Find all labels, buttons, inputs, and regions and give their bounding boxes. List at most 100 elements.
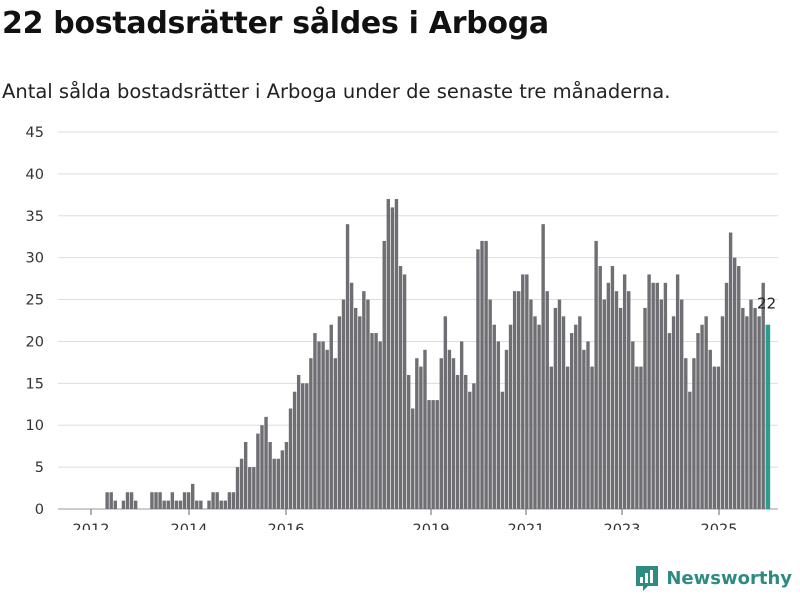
bar bbox=[492, 324, 496, 509]
bar bbox=[231, 492, 236, 509]
bar bbox=[317, 341, 321, 509]
bar bbox=[675, 274, 680, 509]
bar bbox=[468, 391, 472, 509]
bar bbox=[692, 358, 696, 509]
bar bbox=[451, 358, 456, 509]
bar bbox=[292, 391, 297, 509]
bar bbox=[150, 492, 154, 509]
y-tick-label: 45 bbox=[26, 125, 44, 141]
bar bbox=[313, 333, 317, 509]
bar bbox=[757, 316, 761, 509]
bar bbox=[724, 282, 729, 509]
bar bbox=[639, 366, 643, 509]
bar bbox=[643, 307, 647, 509]
bar bbox=[423, 349, 427, 509]
bar bbox=[627, 291, 631, 509]
bar bbox=[614, 291, 619, 509]
bar bbox=[472, 383, 476, 509]
bar bbox=[696, 333, 700, 509]
y-axis: 0 5 10 15 20 25 30 35 40 45 bbox=[26, 125, 44, 518]
bar bbox=[427, 400, 431, 509]
x-tick-label: 2023 bbox=[604, 522, 641, 530]
bar bbox=[667, 333, 672, 509]
annotations: 22 bbox=[757, 295, 776, 313]
bar bbox=[415, 358, 419, 509]
bar bbox=[223, 500, 227, 509]
bar bbox=[753, 307, 757, 509]
bar bbox=[533, 316, 537, 509]
bar bbox=[305, 383, 309, 509]
bar bbox=[659, 299, 664, 509]
bar bbox=[121, 500, 126, 509]
bar bbox=[443, 316, 448, 509]
bar bbox=[288, 408, 293, 509]
bar bbox=[252, 467, 256, 509]
bar bbox=[431, 400, 435, 509]
bar bbox=[578, 316, 582, 509]
bar bbox=[745, 316, 749, 509]
bar bbox=[182, 492, 187, 509]
bar bbox=[370, 333, 374, 509]
bar bbox=[394, 199, 399, 509]
bar bbox=[264, 416, 268, 509]
bar bbox=[411, 408, 415, 509]
bar bbox=[447, 349, 452, 509]
bar bbox=[732, 257, 737, 509]
bar bbox=[500, 391, 505, 509]
brand-logo: Newsworthy bbox=[634, 564, 792, 592]
bar bbox=[129, 492, 134, 509]
brand-name: Newsworthy bbox=[666, 567, 792, 589]
bar bbox=[158, 492, 162, 509]
bar bbox=[610, 266, 615, 509]
bar bbox=[301, 383, 305, 509]
bar bbox=[374, 333, 378, 509]
bar bbox=[354, 307, 358, 509]
bar bbox=[741, 307, 745, 509]
bar bbox=[272, 458, 276, 509]
bar bbox=[133, 500, 138, 509]
bar bbox=[337, 316, 342, 509]
bar bbox=[569, 333, 574, 509]
bar-series bbox=[105, 199, 771, 510]
y-tick-label: 15 bbox=[26, 376, 44, 392]
bar bbox=[557, 299, 562, 509]
bar bbox=[419, 366, 423, 509]
bar bbox=[341, 299, 346, 509]
bar bbox=[541, 224, 545, 509]
bar bbox=[186, 492, 191, 509]
bar bbox=[215, 492, 219, 509]
bar bbox=[235, 467, 240, 509]
bar bbox=[154, 492, 158, 509]
bar bbox=[561, 316, 566, 509]
y-tick-label: 10 bbox=[26, 418, 44, 434]
bar bbox=[504, 349, 509, 509]
y-tick-label: 0 bbox=[35, 502, 44, 518]
chart-title: 22 bostadsrätter såldes i Arboga bbox=[2, 6, 549, 41]
bar bbox=[574, 324, 578, 509]
y-tick-label: 35 bbox=[26, 209, 44, 225]
bar bbox=[712, 366, 716, 509]
bar bbox=[549, 366, 553, 509]
bar bbox=[545, 291, 549, 509]
y-tick-label: 20 bbox=[26, 334, 44, 350]
bar bbox=[582, 349, 586, 509]
bar bbox=[345, 224, 350, 509]
bar bbox=[170, 492, 175, 509]
bar bbox=[476, 249, 480, 510]
bar bbox=[178, 500, 183, 509]
bar bbox=[537, 324, 541, 509]
bar bbox=[647, 274, 651, 509]
bar bbox=[284, 441, 289, 509]
bar bbox=[309, 358, 313, 509]
bar bbox=[459, 341, 464, 509]
bar bbox=[366, 299, 370, 509]
bar bbox=[125, 492, 130, 509]
x-tick-label: 2016 bbox=[268, 522, 305, 530]
bar bbox=[406, 374, 411, 509]
bar bbox=[243, 441, 248, 509]
bar bbox=[684, 358, 688, 509]
bar bbox=[321, 341, 325, 509]
bar bbox=[109, 492, 113, 509]
bar bbox=[191, 483, 195, 509]
bar bbox=[378, 341, 382, 509]
